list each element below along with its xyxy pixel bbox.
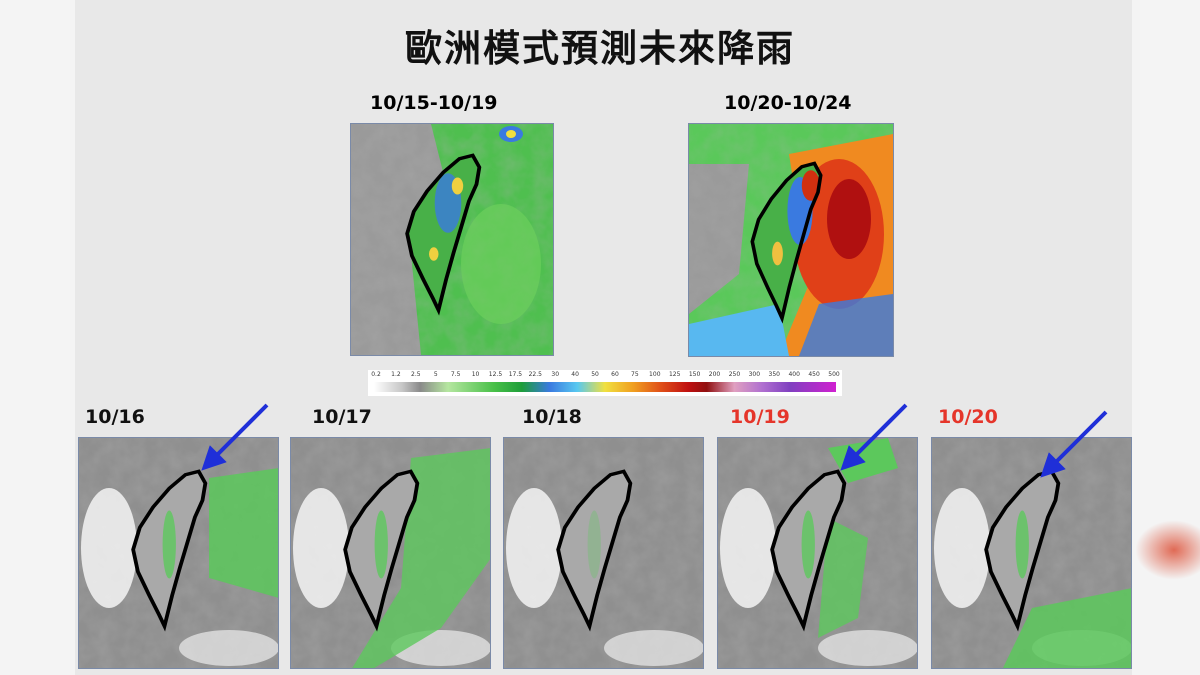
scale-label: 150	[688, 371, 701, 378]
scale-label: 300	[748, 371, 761, 378]
scale-label: 60	[611, 371, 619, 378]
scale-label: 5	[433, 371, 438, 378]
rain-map	[503, 437, 704, 669]
rain-map	[290, 437, 491, 669]
color-gradient	[374, 382, 836, 392]
map-label: 10/19	[730, 406, 790, 428]
scale-label: 2.5	[411, 371, 421, 378]
slide-title: 歐洲模式預測未來降雨	[405, 27, 795, 70]
scale-label: 450	[808, 371, 820, 378]
edge-blur	[1135, 520, 1200, 580]
scale-label: 400	[788, 371, 800, 378]
rain-map	[78, 437, 279, 669]
scale-label: 22.5	[528, 371, 542, 378]
scale-label: 7.5	[450, 371, 461, 378]
scale-label: 250	[728, 371, 741, 378]
scale-label: 125	[668, 371, 681, 378]
rain-map	[350, 123, 554, 356]
scale-label: 40	[571, 371, 579, 378]
scale-label: 50	[591, 371, 599, 378]
map-label: 10/17	[312, 406, 372, 428]
scale-label: 10	[471, 371, 480, 378]
scale-label: 350	[768, 371, 780, 378]
scale-label: 17.5	[508, 371, 523, 378]
map-label: 10/16	[85, 406, 145, 428]
rain-map	[688, 123, 894, 357]
map-label: 10/15-10/19	[370, 92, 498, 114]
rain-map	[931, 437, 1132, 669]
map-label: 10/20	[938, 406, 998, 428]
map-label: 10/20-10/24	[724, 92, 852, 114]
scale-label: 0.2	[371, 371, 381, 378]
rain-map	[717, 437, 918, 669]
scale-label: 100	[649, 371, 661, 378]
scale-label: 75	[631, 371, 639, 378]
scale-label: 1.2	[391, 371, 401, 378]
scale-label: 12.5	[488, 371, 503, 378]
scale-label: 200	[708, 371, 721, 378]
scale-label: 500	[828, 371, 840, 378]
map-label: 10/18	[522, 406, 582, 428]
scale-label: 30	[551, 371, 560, 378]
color-scale: 0.2 1.2 2.5 5 7.5 10 12.5 17.5 22.5 30 40 50 60 75 100…	[368, 370, 842, 396]
